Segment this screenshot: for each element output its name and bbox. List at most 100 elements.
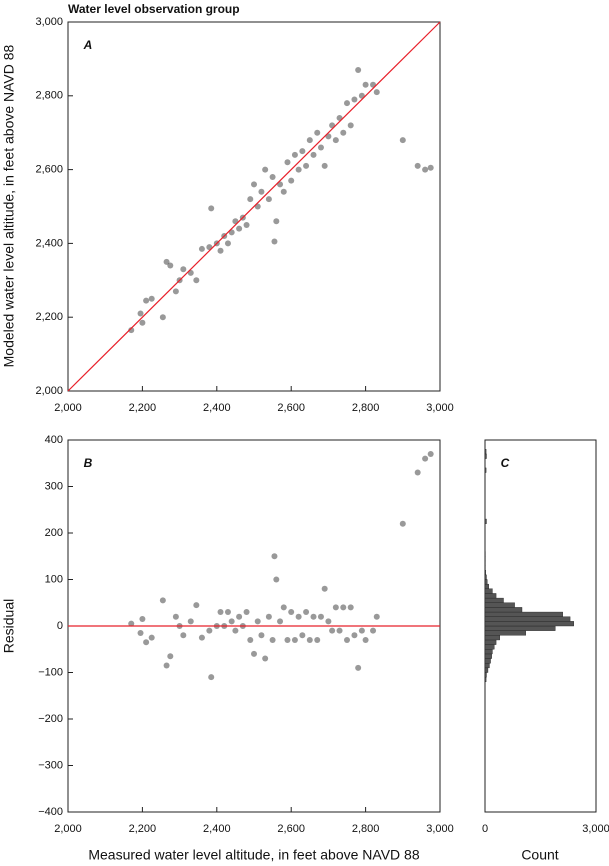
point bbox=[180, 632, 187, 639]
histogram-bar bbox=[484, 607, 523, 613]
point bbox=[351, 632, 358, 639]
point bbox=[258, 188, 265, 195]
point bbox=[159, 597, 166, 604]
x-tick-label: 2,600 bbox=[277, 402, 305, 414]
point bbox=[336, 627, 343, 634]
histogram-bar bbox=[484, 621, 575, 627]
x-tick-label: 2,400 bbox=[203, 823, 231, 835]
point bbox=[137, 310, 144, 317]
y-tick-label: 300 bbox=[45, 480, 63, 492]
point bbox=[193, 602, 200, 609]
point bbox=[262, 166, 269, 173]
point bbox=[373, 89, 380, 96]
x-tick-label: 2,000 bbox=[54, 823, 82, 835]
point bbox=[358, 627, 365, 634]
histogram-bar bbox=[484, 672, 487, 678]
y-tick-label: 2,600 bbox=[35, 164, 63, 176]
panel-label: A bbox=[83, 38, 93, 52]
point bbox=[299, 632, 306, 639]
point bbox=[163, 662, 170, 669]
point bbox=[180, 266, 187, 273]
point bbox=[362, 636, 369, 643]
point bbox=[422, 166, 429, 173]
point bbox=[310, 613, 317, 620]
point bbox=[370, 627, 377, 634]
panel-label: B bbox=[84, 456, 93, 470]
histogram-bar bbox=[484, 588, 493, 594]
histogram-bar bbox=[484, 616, 571, 622]
point bbox=[159, 314, 166, 321]
x-tick-label: 2,600 bbox=[277, 823, 305, 835]
point bbox=[208, 205, 215, 212]
point bbox=[224, 240, 231, 247]
point bbox=[329, 627, 336, 634]
point bbox=[280, 604, 287, 611]
point bbox=[303, 162, 310, 169]
point bbox=[373, 613, 380, 620]
histogram-bar bbox=[484, 570, 486, 576]
point bbox=[262, 655, 269, 662]
histogram-bar bbox=[484, 625, 556, 631]
point bbox=[167, 653, 174, 660]
histogram-bar bbox=[484, 579, 488, 585]
y-tick-label: 3,000 bbox=[35, 16, 63, 28]
y-tick-label: −300 bbox=[38, 759, 63, 771]
histogram-bar bbox=[484, 583, 489, 590]
point bbox=[291, 636, 298, 643]
point bbox=[325, 618, 332, 625]
histogram-bar bbox=[484, 644, 495, 650]
x-tick-label: 3,000 bbox=[426, 402, 454, 414]
point bbox=[236, 613, 243, 620]
histogram-bar bbox=[484, 449, 487, 455]
point bbox=[228, 618, 235, 625]
point bbox=[332, 137, 339, 144]
point bbox=[295, 613, 302, 620]
point bbox=[139, 319, 146, 326]
point bbox=[351, 96, 358, 103]
histogram-bar bbox=[484, 611, 563, 617]
point bbox=[303, 609, 310, 616]
point bbox=[295, 166, 302, 173]
histogram-bar bbox=[484, 518, 487, 524]
x-axis-title: Count bbox=[521, 847, 558, 863]
y-tick-label: 2,200 bbox=[35, 311, 63, 323]
point bbox=[271, 238, 278, 245]
point bbox=[236, 225, 243, 232]
y-tick-label: 0 bbox=[57, 620, 63, 632]
chart-title: Water level observation group bbox=[68, 2, 240, 16]
point bbox=[265, 613, 272, 620]
y-axis-title: Residual bbox=[1, 599, 17, 653]
x-tick-label: 3,000 bbox=[582, 823, 609, 835]
x-tick-label: 2,200 bbox=[129, 823, 157, 835]
point bbox=[137, 629, 144, 636]
x-tick-label: 2,400 bbox=[203, 402, 231, 414]
point bbox=[344, 636, 350, 643]
histogram-bar bbox=[484, 593, 497, 599]
point bbox=[284, 159, 291, 166]
point bbox=[288, 609, 295, 616]
point bbox=[291, 151, 298, 158]
point bbox=[314, 129, 321, 136]
histogram-bar bbox=[484, 639, 497, 645]
point bbox=[399, 520, 406, 527]
point bbox=[148, 295, 155, 302]
point bbox=[198, 634, 205, 641]
point bbox=[251, 181, 257, 188]
point bbox=[208, 674, 215, 681]
histogram-bar bbox=[484, 667, 489, 673]
point bbox=[321, 585, 328, 592]
histogram-bar bbox=[484, 574, 487, 580]
x-tick-label: 2,800 bbox=[352, 402, 380, 414]
x-tick-label: 2,000 bbox=[54, 402, 82, 414]
point bbox=[347, 122, 354, 129]
point bbox=[251, 650, 257, 657]
point bbox=[314, 636, 321, 643]
point bbox=[347, 604, 354, 611]
histogram-bar bbox=[484, 649, 493, 655]
histogram-bar bbox=[484, 676, 487, 683]
point bbox=[280, 188, 287, 195]
y-tick-label: 2,000 bbox=[35, 385, 63, 397]
y-tick-label: 200 bbox=[45, 527, 63, 539]
point bbox=[167, 262, 174, 269]
point bbox=[172, 613, 179, 620]
